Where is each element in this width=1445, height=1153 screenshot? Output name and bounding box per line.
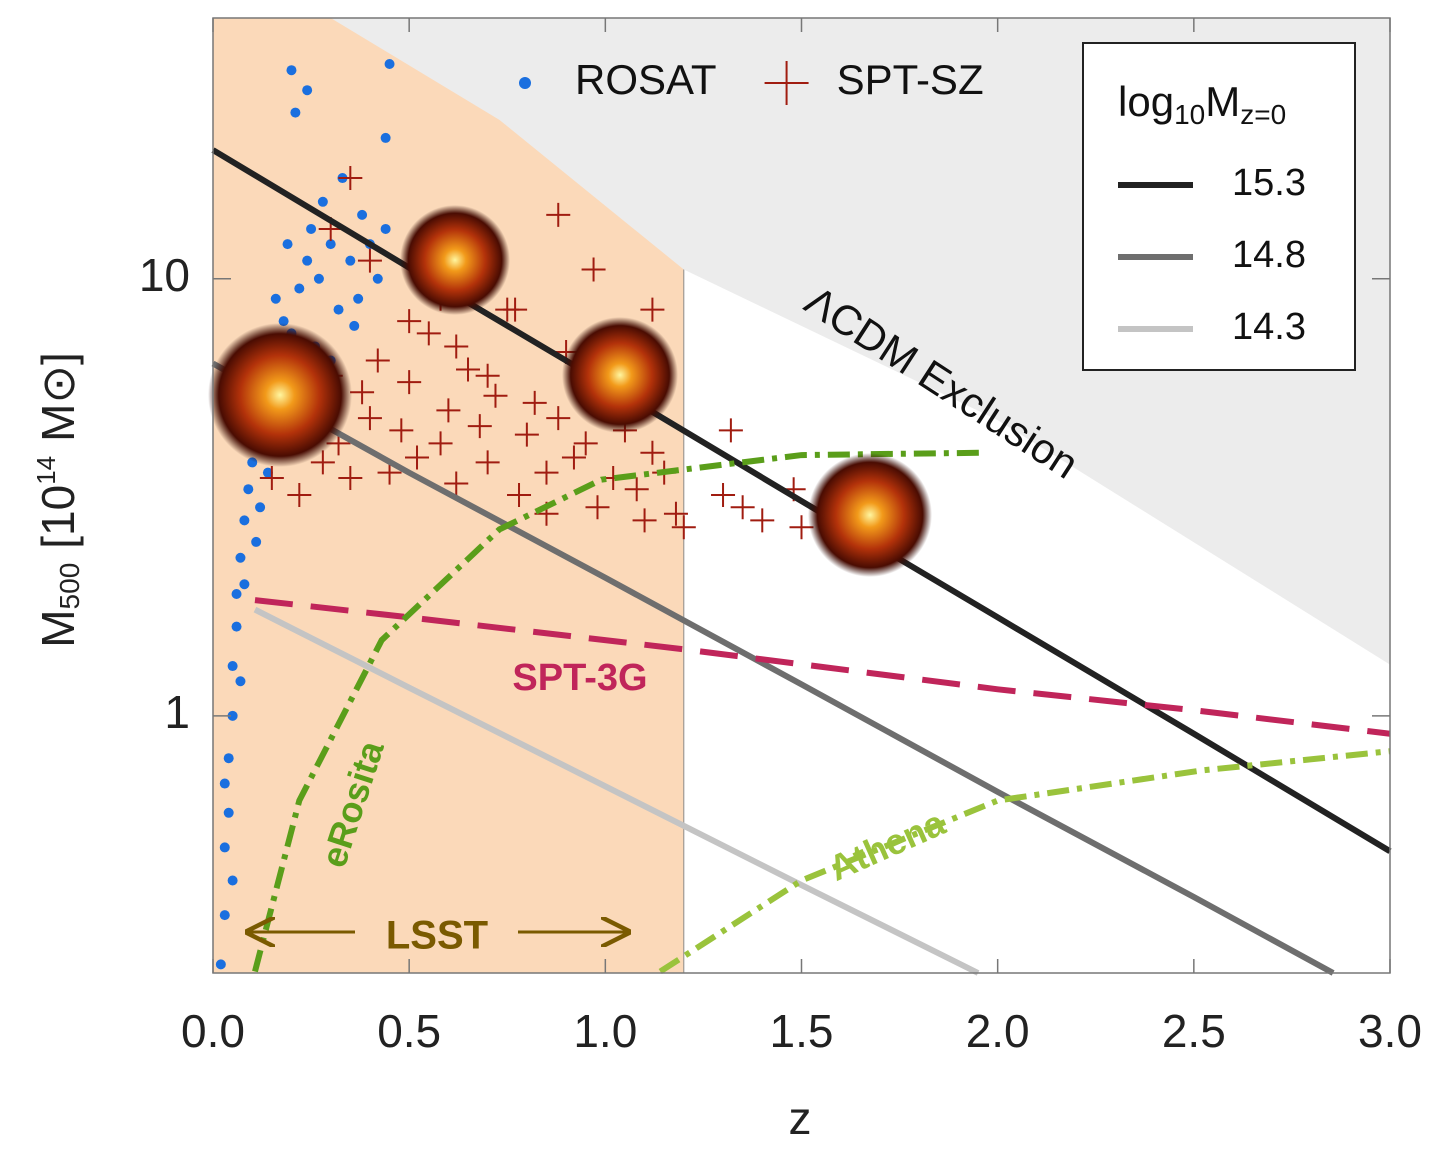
rosat-point xyxy=(232,589,242,599)
rosat-point xyxy=(353,294,363,304)
rosat-point xyxy=(224,753,234,763)
rosat-point xyxy=(239,515,249,525)
legend-title-part: log xyxy=(1118,78,1174,125)
curve-label: Athena xyxy=(823,801,952,888)
rosat-point xyxy=(228,876,238,886)
cluster-image xyxy=(400,205,510,315)
chart: 0.00.51.01.52.02.53.0110zM500[1014M⊙]ROS… xyxy=(0,0,1445,1148)
legend-label: 15.3 xyxy=(1232,162,1306,204)
legend-title-part: M xyxy=(1205,78,1240,125)
rosat-point xyxy=(290,108,300,118)
legend-label: ROSAT xyxy=(575,56,717,103)
x-tick-label: 3.0 xyxy=(1358,1005,1422,1057)
rosat-point xyxy=(228,661,238,671)
rosat-point xyxy=(220,842,230,852)
y-tick-label: 10 xyxy=(139,249,190,301)
cluster-image xyxy=(808,453,932,577)
rosat-point xyxy=(373,274,383,284)
cluster-image xyxy=(562,317,678,433)
rosat-point xyxy=(251,537,261,547)
x-tick-label: 1.0 xyxy=(573,1005,637,1057)
rosat-point xyxy=(255,502,265,512)
rosat-point xyxy=(302,256,312,266)
y-axis-label-part: 14 xyxy=(31,456,61,485)
rosat-point xyxy=(239,579,249,589)
legend-title-part: 10 xyxy=(1174,99,1205,130)
rosat-point xyxy=(357,210,367,220)
rosat-point xyxy=(243,484,253,494)
rosat-point xyxy=(294,283,304,293)
y-axis-label-part: 500 xyxy=(54,563,85,610)
rosat-point xyxy=(216,959,226,969)
rosat-point xyxy=(349,321,359,331)
y-axis-label-part: [10 xyxy=(32,485,84,549)
page: {"chart_data": { "type": "scatter", "xla… xyxy=(0,0,1445,1153)
rosat-point xyxy=(318,197,328,207)
x-tick-label: 1.5 xyxy=(770,1005,834,1057)
y-axis-label-part: M⊙] xyxy=(32,352,84,442)
region-label: LSST xyxy=(386,914,488,958)
rosat-point xyxy=(283,239,293,249)
curve-label: SPT-3G xyxy=(512,657,647,699)
rosat-point xyxy=(235,553,245,563)
x-tick-label: 0.5 xyxy=(377,1005,441,1057)
rosat-point xyxy=(271,294,281,304)
y-tick-label: 1 xyxy=(164,686,190,738)
rosat-point xyxy=(286,65,296,75)
rosat-point xyxy=(381,224,391,234)
legend-title-part: z=0 xyxy=(1240,99,1286,130)
rosat-point xyxy=(306,224,316,234)
rosat-point xyxy=(220,779,230,789)
x-tick-label: 2.0 xyxy=(966,1005,1030,1057)
rosat-point xyxy=(314,274,324,284)
rosat-point xyxy=(385,59,395,69)
sptsz-point xyxy=(750,508,774,532)
legend-label: 14.3 xyxy=(1232,306,1306,348)
cluster-image xyxy=(208,323,352,467)
rosat-point xyxy=(220,910,230,920)
rosat-point xyxy=(345,256,355,266)
rosat-point xyxy=(334,305,344,315)
legend-label: SPT-SZ xyxy=(837,56,984,103)
rosat-point xyxy=(381,133,391,143)
rosat-point xyxy=(224,808,234,818)
legend-label: 14.8 xyxy=(1232,234,1306,276)
sptsz-point xyxy=(719,418,743,442)
x-axis-label: z xyxy=(789,1092,812,1144)
y-axis-label-part: M xyxy=(32,609,84,647)
rosat-point xyxy=(235,676,245,686)
sptsz-point xyxy=(731,495,755,519)
sptsz-point xyxy=(711,483,735,507)
x-tick-label: 2.5 xyxy=(1162,1005,1226,1057)
legend-marker xyxy=(519,77,531,89)
rosat-point xyxy=(232,622,242,632)
y-axis-label: M500 [1014 M⊙] xyxy=(31,352,86,648)
x-tick-label: 0.0 xyxy=(181,1005,245,1057)
rosat-point xyxy=(302,85,312,95)
